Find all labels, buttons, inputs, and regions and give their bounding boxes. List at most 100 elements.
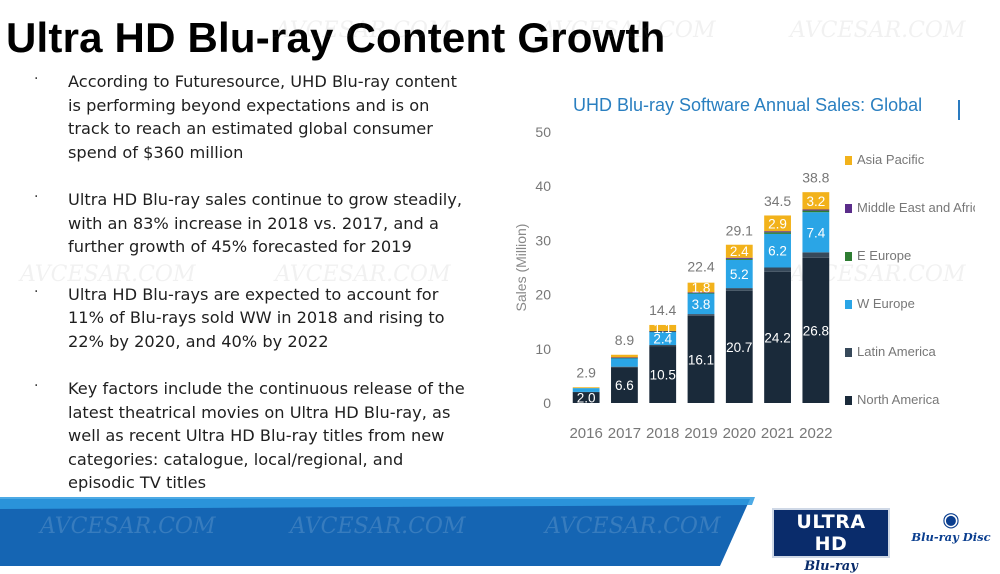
watermark: AVCESAR.COM (790, 18, 966, 43)
bar-value-label: 1.1 (653, 321, 672, 336)
bar-value-label: 5.2 (730, 267, 749, 282)
footer-band (0, 497, 755, 566)
bar-value-label: 3.2 (806, 194, 825, 209)
legend-label: Asia Pacific (857, 152, 925, 167)
bluray-disc-logo-text: Blu-ray Disc (911, 530, 991, 544)
bar-total-label: 38.8 (802, 170, 829, 186)
y-tick-label: 30 (535, 232, 551, 248)
bar-total-label: 8.9 (615, 332, 635, 348)
bar-segment (725, 244, 753, 258)
watermark: AVCESAR.COM (275, 262, 451, 287)
bar-segment (649, 331, 677, 333)
chart-title: UHD Blu-ray Software Annual Sales: Globa… (573, 95, 922, 115)
ultra-hd-bluray-logo: ULTRA HD Blu-ray (772, 508, 890, 574)
bar-segment (764, 232, 791, 234)
bar-segment (572, 392, 600, 403)
bullet-text: Key factors include the continuous relea… (68, 379, 465, 492)
legend-label: Latin America (857, 344, 937, 359)
x-tick-label: 2021 (761, 425, 794, 442)
legend-label: E Europe (857, 248, 911, 263)
legend-label: North America (857, 392, 940, 407)
bar-segment (802, 210, 830, 213)
bar-segment (802, 252, 830, 258)
bar-segment (764, 233, 791, 268)
bar-value-label: 20.7 (726, 340, 752, 355)
watermark: AVCESAR.COM (290, 514, 466, 539)
legend-swatch (845, 252, 852, 261)
bar-total-label: 29.1 (726, 222, 753, 238)
bar-segment (764, 271, 791, 403)
bar-segment (802, 209, 830, 211)
watermark: AVCESAR.COM (275, 18, 451, 43)
accent-mark (958, 100, 960, 120)
bar-value-label: 6.6 (615, 378, 634, 393)
y-tick-label: 40 (535, 178, 551, 194)
y-axis-label: Sales (Million) (513, 224, 529, 312)
footer-band-light (0, 497, 755, 509)
ultra-hd-logo-subtext: Blu-ray (804, 559, 858, 574)
bar-value-label: 6.2 (768, 244, 787, 259)
bar-segment (802, 257, 830, 403)
bullet-dot: · (34, 71, 39, 87)
legend-label: W Europe (857, 296, 915, 311)
watermark: AVCESAR.COM (540, 18, 716, 43)
bar-segment (687, 314, 715, 316)
bullet-list: · According to Futuresource, UHD Blu-ray … (34, 70, 474, 519)
bar-value-label: 1.8 (692, 281, 711, 296)
bar-value-label: 3.8 (692, 297, 711, 312)
legend-swatch (845, 396, 852, 405)
legend-swatch (845, 300, 852, 309)
bar-value-label: 2.9 (768, 216, 787, 231)
legend-swatch (845, 204, 852, 213)
bar-segment (572, 388, 600, 392)
legend-swatch (845, 348, 852, 357)
bluray-disc-logo: ◉ Blu-ray Disc (906, 508, 996, 554)
bar-segment (725, 288, 753, 291)
bar-segment (764, 231, 791, 233)
bar-total-label: 34.5 (764, 193, 791, 209)
y-tick-label: 10 (535, 341, 551, 357)
bullet-item: · Ultra HD Blu-rays are expected to accou… (34, 283, 474, 354)
bar-segment (611, 366, 638, 368)
sales-chart: UHD Blu-ray Software Annual Sales: Globa… (513, 95, 975, 442)
bar-segment (572, 391, 600, 393)
x-tick-label: 2019 (684, 425, 717, 442)
bar-segment (611, 354, 638, 358)
bullet-text: Ultra HD Blu-rays are expected to accoun… (68, 284, 445, 351)
bar-segment (687, 315, 715, 403)
legend-label: Middle East and Africa (857, 200, 975, 215)
bar-segment (725, 257, 753, 259)
y-tick-label: 20 (535, 287, 551, 303)
bar-segment (802, 192, 830, 210)
bar-segment (649, 330, 677, 332)
footer-band-dark (0, 499, 750, 566)
bar-segment (725, 290, 753, 403)
bar-segment (687, 292, 715, 294)
slide-title: Ultra HD Blu-ray Content Growth (6, 14, 666, 61)
y-tick-label: 0 (543, 395, 551, 411)
bar-segment (611, 367, 638, 403)
bar-segment (687, 282, 715, 293)
y-tick-label: 50 (535, 124, 551, 140)
bar-segment (649, 331, 677, 346)
bullet-text: According to Futuresource, UHD Blu-ray c… (68, 72, 457, 162)
bar-segment (687, 293, 715, 315)
bar-value-label: 2.4 (653, 332, 672, 347)
bar-value-label: 7.4 (806, 225, 825, 240)
bullet-dot: · (34, 283, 39, 300)
bullet-text: Ultra HD Blu-ray sales continue to grow … (68, 190, 463, 256)
bar-segment (764, 215, 791, 232)
x-tick-label: 2016 (569, 425, 602, 442)
bullet-dot: · (34, 189, 39, 205)
bar-segment (611, 358, 638, 367)
watermark: AVCESAR.COM (20, 262, 196, 287)
bar-segment (649, 346, 677, 403)
bar-total-label: 2.9 (576, 364, 596, 380)
bar-value-label: 24.2 (764, 330, 790, 345)
bar-value-label: 2.4 (730, 244, 749, 259)
x-tick-label: 2018 (646, 425, 679, 442)
bar-value-label: 10.5 (650, 368, 676, 383)
watermark: AVCESAR.COM (40, 514, 216, 539)
watermark: AVCESAR.COM (545, 514, 721, 539)
bar-segment (802, 212, 830, 253)
